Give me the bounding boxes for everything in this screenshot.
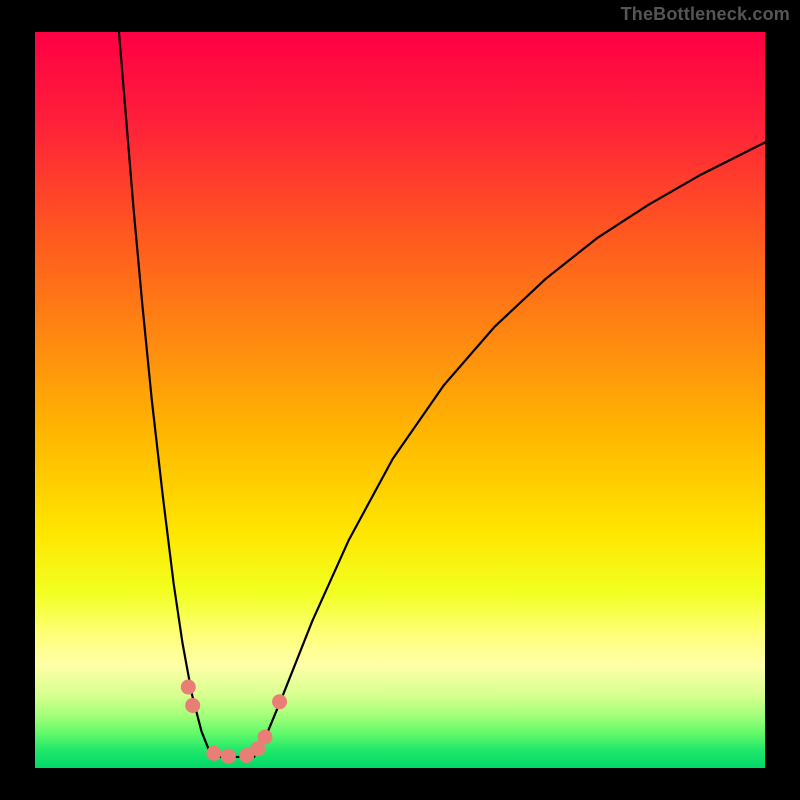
data-point — [186, 698, 200, 712]
plot-background — [35, 32, 765, 768]
bottleneck-chart — [0, 0, 800, 800]
data-point — [258, 730, 272, 744]
data-point — [207, 746, 221, 760]
data-point — [181, 680, 195, 694]
data-point — [221, 749, 235, 763]
chart-container: TheBottleneck.com — [0, 0, 800, 800]
watermark-text: TheBottleneck.com — [621, 4, 790, 25]
data-point — [273, 695, 287, 709]
